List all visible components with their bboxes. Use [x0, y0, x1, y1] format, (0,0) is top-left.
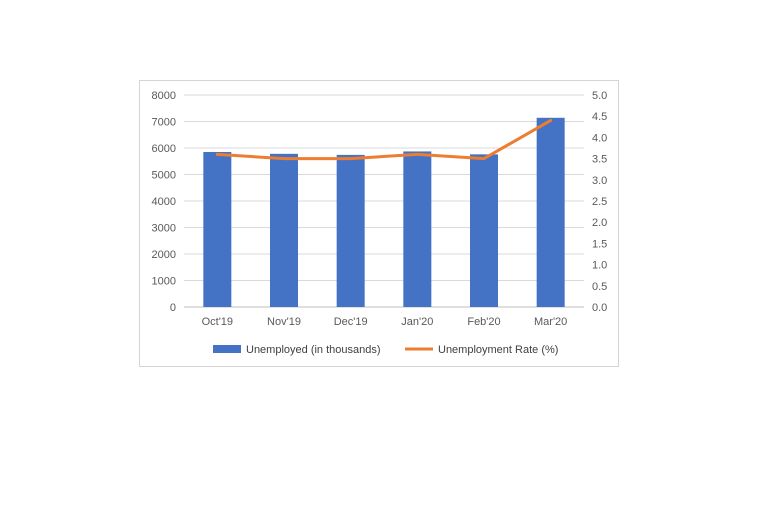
- rate-point: [215, 152, 219, 156]
- x-axis-tick-label: Mar'20: [534, 316, 567, 328]
- left-axis-ticks: 0 1000 2000 3000 4000 5000 6000 7000 8000: [152, 90, 176, 314]
- right-axis-tick-label: 3.0: [592, 175, 607, 187]
- left-axis-tick-label: 0: [170, 302, 176, 314]
- gridlines: [184, 94, 584, 308]
- right-axis-ticks: 0.0 0.5 1.0 1.5 2.0 2.5 3.0 3.5 4.0 4.5 5.0: [592, 90, 607, 314]
- left-axis-tick-label: 8000: [152, 90, 176, 102]
- x-axis-tick-label: Oct'19: [202, 316, 233, 328]
- bar: [470, 154, 498, 307]
- legend-label-rate: Unemployment Rate (%): [438, 344, 558, 356]
- left-axis-tick-label: 2000: [152, 249, 176, 261]
- left-axis-tick-label: 4000: [152, 196, 176, 208]
- bar: [270, 153, 298, 307]
- right-axis-tick-label: 3.5: [592, 154, 607, 166]
- line-series: [215, 118, 553, 161]
- bar: [203, 151, 232, 307]
- legend: Unemployed (in thousands) Unemployment R…: [213, 344, 558, 356]
- rate-point: [482, 157, 486, 161]
- right-axis-tick-label: 4.0: [592, 132, 607, 144]
- chart-frame: 0 1000 2000 3000 4000 5000 6000 7000 8000 0.0 0.5…: [139, 80, 619, 367]
- rate-point: [549, 118, 553, 122]
- legend-swatch-unemployed: [213, 345, 241, 353]
- x-axis-tick-label: Nov'19: [267, 316, 301, 328]
- right-axis-tick-label: 0.5: [592, 281, 607, 293]
- rate-line: [215, 118, 553, 161]
- left-axis-tick-label: 3000: [152, 223, 176, 235]
- left-axis-tick-label: 6000: [152, 143, 176, 155]
- rate-point: [349, 157, 353, 161]
- left-axis-tick-label: 5000: [152, 170, 176, 182]
- x-axis-tick-label: Feb'20: [467, 316, 500, 328]
- right-axis-tick-label: 5.0: [592, 90, 607, 102]
- legend-label-unemployed: Unemployed (in thousands): [246, 344, 381, 356]
- x-axis-tick-label: Jan'20: [401, 316, 433, 328]
- right-axis-tick-label: 4.5: [592, 111, 607, 123]
- rate-point: [415, 152, 419, 156]
- left-axis-tick-label: 7000: [152, 117, 176, 129]
- bar: [403, 151, 432, 307]
- x-axis-tick-label: Dec'19: [334, 316, 368, 328]
- bar-series: [203, 117, 565, 307]
- x-axis-ticks: Oct'19 Nov'19 Dec'19 Jan'20 Feb'20 Mar'20: [202, 316, 568, 328]
- left-axis-tick-label: 1000: [152, 276, 176, 288]
- bar: [536, 117, 565, 307]
- right-axis-tick-label: 2.0: [592, 217, 607, 229]
- combo-chart: 0 1000 2000 3000 4000 5000 6000 7000 8000 0.0 0.5…: [152, 90, 608, 356]
- right-axis-tick-label: 1.5: [592, 238, 607, 250]
- bar: [336, 154, 365, 307]
- right-axis-tick-label: 1.0: [592, 260, 607, 272]
- rate-point: [282, 157, 286, 161]
- right-axis-tick-label: 2.5: [592, 196, 607, 208]
- right-axis-tick-label: 0.0: [592, 302, 607, 314]
